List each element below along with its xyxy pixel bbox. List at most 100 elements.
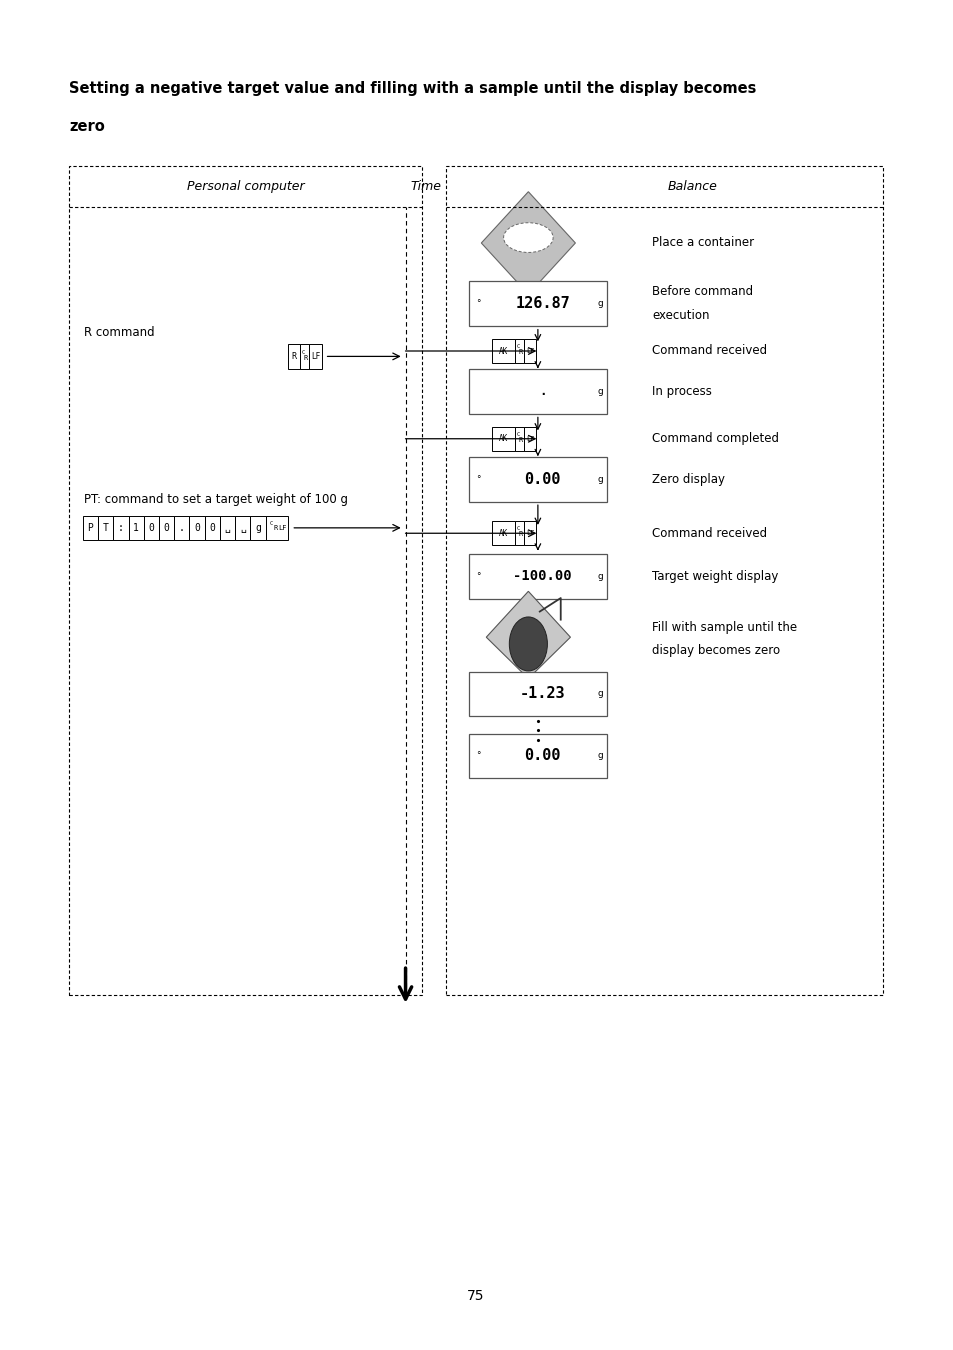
Text: °: ° bbox=[476, 475, 480, 483]
Text: 0.00: 0.00 bbox=[524, 748, 560, 764]
Text: g: g bbox=[597, 572, 602, 580]
Text: °: ° bbox=[476, 752, 480, 760]
Bar bbox=[299, 344, 309, 369]
Bar bbox=[523, 521, 536, 545]
Text: execution: execution bbox=[652, 309, 709, 323]
Bar bbox=[468, 456, 606, 502]
Text: 126.87: 126.87 bbox=[515, 296, 570, 312]
Text: In process: In process bbox=[652, 385, 711, 398]
Bar bbox=[287, 344, 299, 369]
Bar bbox=[491, 427, 514, 451]
Text: -100.00: -100.00 bbox=[513, 570, 572, 583]
Bar bbox=[250, 516, 265, 540]
Bar bbox=[468, 282, 606, 325]
Text: display becomes zero: display becomes zero bbox=[652, 644, 780, 657]
Bar bbox=[468, 733, 606, 778]
Text: C: C bbox=[516, 526, 519, 532]
Text: R: R bbox=[274, 525, 277, 531]
Text: 1: 1 bbox=[133, 522, 139, 533]
Text: P: P bbox=[88, 522, 93, 533]
Text: Fill with sample until the: Fill with sample until the bbox=[652, 621, 797, 634]
Bar bbox=[468, 369, 606, 413]
Text: LF: LF bbox=[311, 352, 320, 360]
Bar bbox=[174, 516, 190, 540]
Bar bbox=[514, 427, 523, 451]
Text: Command completed: Command completed bbox=[652, 432, 779, 446]
Text: .: . bbox=[538, 385, 546, 398]
Bar bbox=[159, 516, 174, 540]
Text: Target weight display: Target weight display bbox=[652, 570, 778, 583]
Text: LF: LF bbox=[525, 436, 534, 441]
Bar bbox=[309, 344, 321, 369]
Text: :: : bbox=[118, 522, 124, 533]
Text: 0: 0 bbox=[149, 522, 154, 533]
Text: 0: 0 bbox=[193, 522, 200, 533]
Text: Time: Time bbox=[410, 180, 441, 193]
Text: LF: LF bbox=[277, 525, 286, 531]
Text: Setting a negative target value and filling with a sample until the display beco: Setting a negative target value and fill… bbox=[70, 81, 756, 96]
Text: g: g bbox=[597, 475, 602, 483]
Text: 75: 75 bbox=[467, 1289, 484, 1303]
Text: -1.23: -1.23 bbox=[519, 686, 565, 702]
Text: 0.00: 0.00 bbox=[524, 471, 560, 487]
Bar bbox=[205, 516, 220, 540]
Text: g: g bbox=[254, 522, 261, 533]
Bar bbox=[468, 554, 606, 599]
Ellipse shape bbox=[503, 223, 553, 252]
Text: Personal computer: Personal computer bbox=[187, 180, 304, 193]
Text: Place a container: Place a container bbox=[652, 236, 754, 250]
Text: AK: AK bbox=[498, 347, 507, 355]
Bar bbox=[491, 339, 514, 363]
Bar bbox=[144, 516, 159, 540]
Bar bbox=[70, 166, 421, 995]
Text: .: . bbox=[179, 522, 185, 533]
Text: g: g bbox=[597, 387, 602, 396]
Text: AK: AK bbox=[498, 529, 507, 537]
Text: R: R bbox=[291, 352, 295, 360]
Polygon shape bbox=[481, 192, 575, 294]
Text: LF: LF bbox=[525, 348, 534, 354]
Bar bbox=[514, 521, 523, 545]
Text: R: R bbox=[304, 355, 308, 360]
Text: Zero display: Zero display bbox=[652, 472, 724, 486]
Text: zero: zero bbox=[70, 119, 105, 134]
Text: R: R bbox=[518, 437, 522, 443]
Text: AK: AK bbox=[498, 435, 507, 443]
Text: g: g bbox=[597, 690, 602, 698]
Bar bbox=[523, 427, 536, 451]
Bar bbox=[98, 516, 113, 540]
Text: 0: 0 bbox=[164, 522, 170, 533]
Bar bbox=[514, 339, 523, 363]
Text: T: T bbox=[103, 522, 109, 533]
Bar bbox=[523, 339, 536, 363]
Bar bbox=[83, 516, 98, 540]
Text: ␣: ␣ bbox=[224, 522, 231, 533]
Text: R: R bbox=[518, 532, 522, 537]
Polygon shape bbox=[486, 591, 570, 679]
Text: C: C bbox=[301, 350, 305, 355]
Text: Command received: Command received bbox=[652, 526, 766, 540]
Bar bbox=[445, 166, 882, 995]
Text: ␣: ␣ bbox=[239, 522, 246, 533]
Bar bbox=[468, 672, 606, 717]
Text: g: g bbox=[597, 752, 602, 760]
Text: LF: LF bbox=[525, 531, 534, 536]
Bar bbox=[113, 516, 129, 540]
Text: g: g bbox=[597, 300, 602, 308]
Circle shape bbox=[509, 617, 547, 671]
Text: Command received: Command received bbox=[652, 344, 766, 358]
Bar bbox=[234, 516, 250, 540]
Text: °: ° bbox=[476, 300, 480, 308]
Bar bbox=[491, 521, 514, 545]
Text: C: C bbox=[516, 432, 519, 437]
Text: PT: command to set a target weight of 100 g: PT: command to set a target weight of 10… bbox=[84, 493, 348, 506]
Text: °: ° bbox=[476, 572, 480, 580]
Text: C: C bbox=[516, 344, 519, 350]
Bar bbox=[265, 516, 288, 540]
Bar bbox=[190, 516, 205, 540]
Text: R command: R command bbox=[84, 325, 154, 339]
Text: Before command: Before command bbox=[652, 285, 753, 298]
Text: 0: 0 bbox=[209, 522, 215, 533]
Text: Balance: Balance bbox=[667, 180, 718, 193]
Text: R: R bbox=[518, 350, 522, 355]
